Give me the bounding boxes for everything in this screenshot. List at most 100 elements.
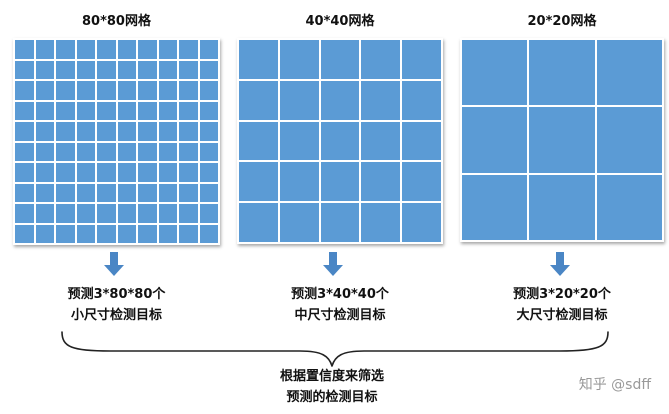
grid-cell <box>199 163 218 182</box>
grid-cell <box>117 183 136 202</box>
grid-cell <box>320 121 360 161</box>
grid-cell <box>35 183 54 202</box>
grid-cell <box>402 121 441 161</box>
grid-cell <box>97 122 116 141</box>
grid-cell <box>199 224 218 243</box>
panel-3-caption: 预测3*20*20个 大尺寸检测目标 <box>460 284 664 326</box>
grid-cell <box>138 60 157 79</box>
grid-cell <box>56 183 75 202</box>
grid-cell <box>199 204 218 223</box>
grid-cell <box>529 40 595 106</box>
grid-cell <box>117 224 136 243</box>
grid-cell <box>279 203 319 242</box>
grid-cell <box>117 122 136 141</box>
grid-cell <box>239 121 278 161</box>
grid-cell <box>529 174 595 240</box>
grid-cell <box>361 203 401 242</box>
watermark: 知乎 @sdff <box>578 377 651 393</box>
grid-cell <box>97 204 116 223</box>
grid-cell <box>117 163 136 182</box>
grid-cell <box>158 142 177 161</box>
grid-cell <box>199 122 218 141</box>
panel-3-title: 20*20网格 <box>527 14 597 29</box>
grid-cell <box>117 204 136 223</box>
grid-cell <box>117 101 136 120</box>
grid-cell <box>239 40 278 79</box>
grid-cell <box>158 101 177 120</box>
grid-cell <box>97 81 116 100</box>
grid-cell <box>117 40 136 59</box>
grid-cell <box>179 204 198 223</box>
summary-caption: 根据置信度来筛选 预测的检测目标 <box>232 366 432 408</box>
grid-cell <box>15 204 34 223</box>
summary-line1: 根据置信度来筛选 <box>279 369 384 384</box>
grid-cell <box>361 162 401 202</box>
arrow-head <box>323 265 343 276</box>
arrow-head <box>550 265 570 276</box>
grid-cell <box>35 204 54 223</box>
grid-cell <box>76 142 95 161</box>
grid-cell <box>76 40 95 59</box>
grid-cell <box>97 224 116 243</box>
panel-3-caption-line1: 预测3*20*20个 <box>513 287 611 302</box>
grid-cell <box>529 107 595 173</box>
grid-cell <box>15 40 34 59</box>
grid-cell <box>35 122 54 141</box>
grid-cell <box>402 162 441 202</box>
grid-cell <box>239 80 278 120</box>
grid-cell <box>76 204 95 223</box>
grid-cell <box>35 40 54 59</box>
grid-cell <box>56 224 75 243</box>
grid-cell <box>199 40 218 59</box>
grid-cell <box>462 40 528 106</box>
grid-cell <box>97 40 116 59</box>
grid-cell <box>158 183 177 202</box>
grid-cell <box>179 81 198 100</box>
grid-cell <box>320 80 360 120</box>
grid-cell <box>15 60 34 79</box>
grid-cell <box>179 122 198 141</box>
grid-cell <box>320 203 360 242</box>
grid-cell <box>361 80 401 120</box>
grid-cell <box>402 203 441 242</box>
grid-cell <box>179 183 198 202</box>
grid-cell <box>361 40 401 79</box>
grid-cell <box>199 142 218 161</box>
grid-cell <box>596 174 662 240</box>
panel-2-grid <box>237 38 443 244</box>
grid-cell <box>361 121 401 161</box>
grid-cell <box>158 204 177 223</box>
grid-cell <box>97 142 116 161</box>
grid-cell <box>15 183 34 202</box>
grid-cell <box>76 101 95 120</box>
grid-cell <box>402 80 441 120</box>
grid-cell <box>117 60 136 79</box>
grid-cell <box>239 162 278 202</box>
panel-2-title: 40*40网格 <box>305 14 375 29</box>
grid-cell <box>15 224 34 243</box>
arrow-stem <box>110 252 118 266</box>
grid-cell <box>35 163 54 182</box>
arrow-stem <box>329 252 337 266</box>
grid-cell <box>76 224 95 243</box>
grid-cell <box>279 80 319 120</box>
panel-1-title: 80*80网格 <box>82 14 151 29</box>
grid-cell <box>138 101 157 120</box>
grid-cell <box>158 122 177 141</box>
arrow-stem <box>556 252 564 266</box>
panel-1-caption-line2: 小尺寸检测目标 <box>70 308 162 323</box>
grid-cell <box>199 60 218 79</box>
grid-cell <box>138 204 157 223</box>
grid-cell <box>138 122 157 141</box>
grid-cell <box>117 142 136 161</box>
grid-cell <box>138 224 157 243</box>
summary-line2: 预测的检测目标 <box>286 390 378 405</box>
grid-cell <box>279 121 319 161</box>
grid-cell <box>199 183 218 202</box>
grid-cell <box>179 101 198 120</box>
grid-cell <box>56 163 75 182</box>
grid-cell <box>76 122 95 141</box>
grid-cell <box>56 81 75 100</box>
grid-cell <box>158 60 177 79</box>
grid-cell <box>199 81 218 100</box>
